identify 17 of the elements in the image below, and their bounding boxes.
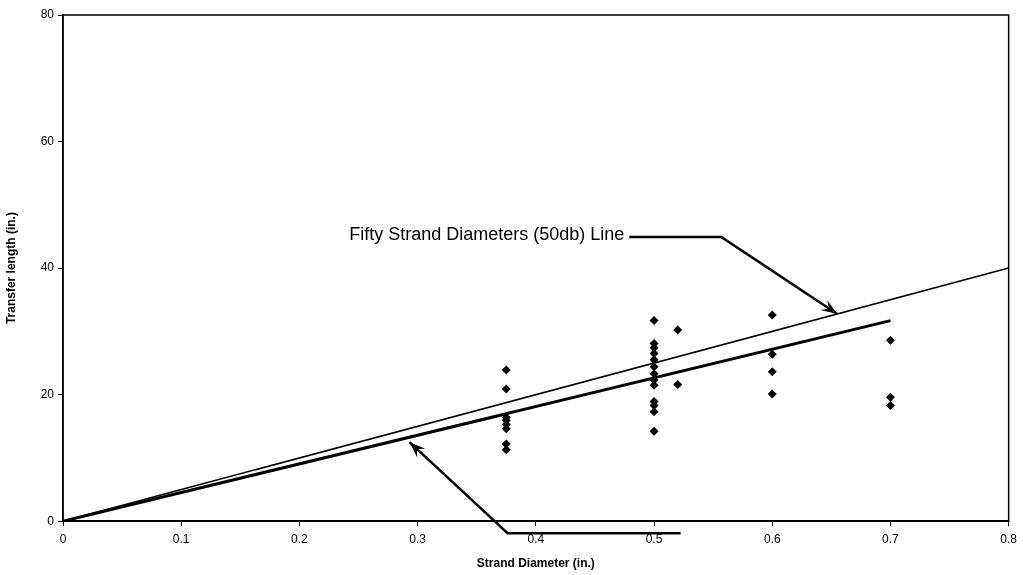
x-tick-label: 0.1	[172, 531, 190, 546]
y-tick-label: 20	[40, 386, 55, 401]
x-axis-title: Strand Diameter (in.)	[476, 556, 595, 571]
y-tick-label: 80	[40, 7, 55, 22]
x-tick-label: 0.3	[409, 531, 427, 546]
y-tick-label: 60	[40, 133, 55, 148]
y-tick-label: 0	[47, 513, 55, 528]
x-tick-label: 0.2	[291, 531, 309, 546]
x-tick-label: 0.8	[1000, 531, 1018, 546]
x-tick-label: 0.4	[527, 531, 545, 546]
x-tick-label: 0.7	[882, 531, 900, 546]
x-tick-label: 0.5	[645, 531, 663, 546]
y-axis-title: Transfer length (in.)	[3, 212, 18, 325]
annotation: Fifty Strand Diameters (50db) Line	[349, 223, 625, 244]
x-tick-label: 0	[59, 531, 67, 546]
x-tick-label: 0.6	[763, 531, 781, 546]
y-tick-label: 40	[40, 260, 55, 275]
